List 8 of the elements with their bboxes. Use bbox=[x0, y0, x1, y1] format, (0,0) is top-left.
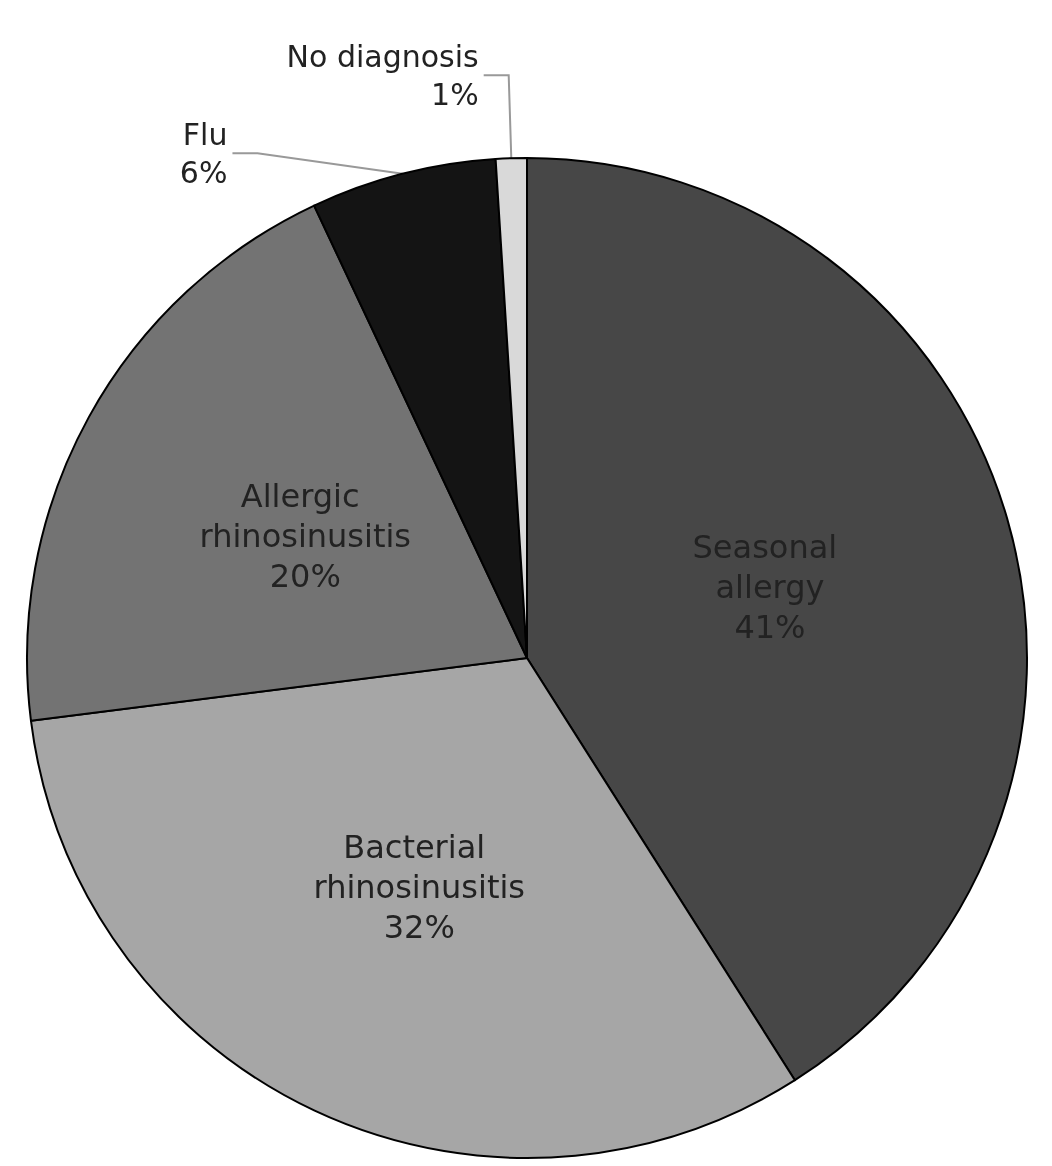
data-label: 6% bbox=[179, 154, 228, 190]
data-label: 1% bbox=[431, 76, 479, 112]
data-label: 20% bbox=[269, 557, 341, 596]
slice-label: No diagnosis bbox=[286, 38, 479, 74]
slice-label: Bacterial rhinosinusitis bbox=[313, 827, 525, 906]
data-label: 32% bbox=[383, 907, 455, 946]
slice-label: Flu bbox=[182, 116, 228, 152]
slice-label: Allergic rhinosinusitis bbox=[199, 477, 412, 556]
